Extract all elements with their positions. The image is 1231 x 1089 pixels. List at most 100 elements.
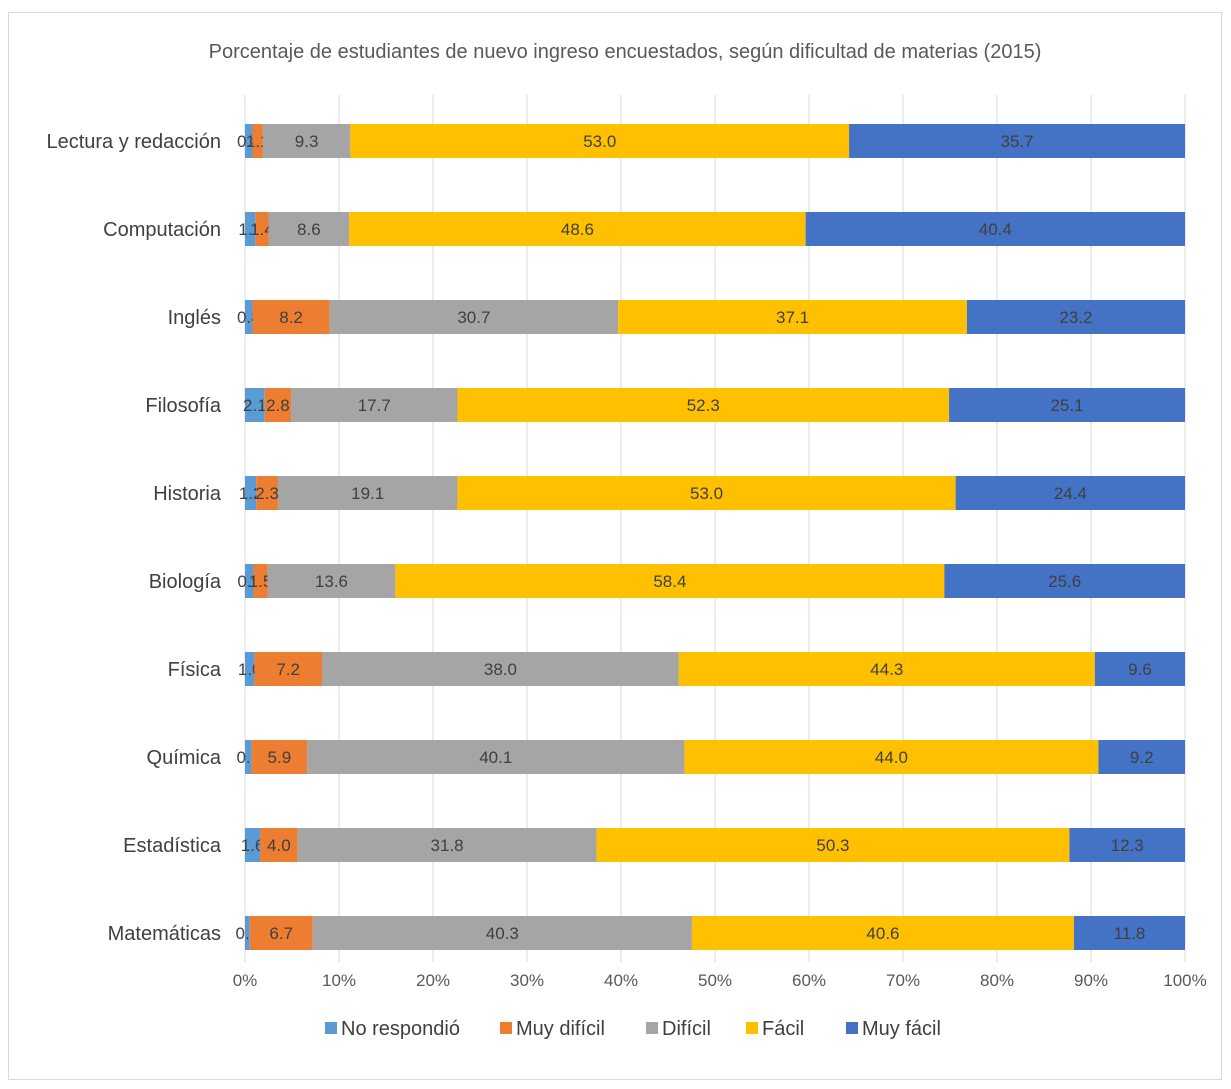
- data-label: 2.8: [266, 396, 290, 415]
- category-label: Computación: [103, 219, 221, 241]
- bar-segment: [350, 124, 850, 158]
- category-label: Inglés: [168, 307, 221, 329]
- bar-segment: [245, 652, 255, 686]
- bar-segments: 0.81.1 9.3 53.0 35.71.11.4 8.6 48.6 40.40.8 8.2…: [236, 124, 1185, 950]
- bar-segment: [805, 212, 1185, 246]
- chart-title: Porcentaje de estudiantes de nuevo ingre…: [209, 41, 1042, 63]
- bar-segment: [245, 124, 253, 158]
- legend-swatch: [500, 1022, 512, 1034]
- bar-segment: [260, 828, 298, 862]
- bar-segment: [249, 916, 313, 950]
- category-labels: Lectura y redacción Computación Inglés Filo…: [46, 131, 221, 945]
- bar-segment: [255, 212, 269, 246]
- bar-segment: [1098, 740, 1185, 774]
- data-label: 40.3: [486, 924, 519, 943]
- data-label: 23.2: [1059, 308, 1092, 327]
- bar-segment: [245, 300, 253, 334]
- bar-segment: [245, 388, 265, 422]
- data-label: 1.5: [249, 572, 273, 591]
- bar-segment: [618, 300, 967, 334]
- category-label: Filosofía: [145, 395, 221, 417]
- bar-segment: [322, 652, 679, 686]
- bar-segment: [395, 564, 945, 598]
- data-label: 2.1: [243, 396, 267, 415]
- data-label: 1.4: [250, 220, 274, 239]
- bar-segment: [678, 652, 1095, 686]
- data-label: 8.6: [297, 220, 321, 239]
- bar-segment: [267, 564, 396, 598]
- bar-segment: [253, 564, 268, 598]
- data-label: 31.8: [431, 836, 464, 855]
- data-label: 1.6: [241, 836, 265, 855]
- legend-swatch: [746, 1022, 758, 1034]
- legend-swatch: [846, 1022, 858, 1034]
- legend-label: Muy difícil: [516, 1018, 605, 1040]
- bar-segment: [457, 388, 950, 422]
- data-label: 8.2: [279, 308, 303, 327]
- bar-segment: [268, 212, 350, 246]
- x-tick-label: 40%: [604, 971, 638, 990]
- data-label: 7.2: [276, 660, 300, 679]
- bar-segment: [297, 828, 597, 862]
- data-label: 5.9: [268, 748, 292, 767]
- bar-segment: [277, 476, 458, 510]
- data-label: 48.6: [561, 220, 594, 239]
- data-label: 50.3: [816, 836, 849, 855]
- bar-segment: [949, 388, 1185, 422]
- data-label: 40.4: [979, 220, 1012, 239]
- bar-segment: [312, 916, 692, 950]
- legend-label: Fácil: [762, 1018, 804, 1040]
- bar-segment: [1094, 652, 1185, 686]
- bar-segment: [245, 476, 257, 510]
- data-label: 13.6: [315, 572, 348, 591]
- data-label: 44.3: [870, 660, 903, 679]
- bar-segment: [307, 740, 685, 774]
- legend-swatch: [646, 1022, 658, 1034]
- x-tick-label: 60%: [792, 971, 826, 990]
- data-label: 53.0: [690, 484, 723, 503]
- bar-segment: [329, 300, 619, 334]
- bar-segment: [944, 564, 1185, 598]
- legend: No respondió Muy difícil Difícil Fácil Muy f…: [325, 1018, 941, 1040]
- data-label: 9.3: [295, 132, 319, 151]
- x-tick-label: 30%: [510, 971, 544, 990]
- x-tick-labels: 0% 10% 20% 30% 40% 50% 60% 70% 80% 90% 100%: [233, 971, 1207, 990]
- x-tick-label: 90%: [1074, 971, 1108, 990]
- bar-segment: [684, 740, 1099, 774]
- legend-label: Muy fácil: [862, 1018, 941, 1040]
- category-label: Lectura y redacción: [46, 131, 221, 153]
- data-label: 35.7: [1000, 132, 1033, 151]
- data-label: 11.8: [1114, 924, 1146, 943]
- x-tick-label: 50%: [698, 971, 732, 990]
- data-label: 9.2: [1130, 748, 1154, 767]
- data-label: 53.0: [583, 132, 616, 151]
- bar-segment: [245, 212, 256, 246]
- legend-label: Difícil: [662, 1018, 711, 1040]
- data-label: 44.0: [875, 748, 908, 767]
- x-tick-label: 10%: [322, 971, 356, 990]
- data-label: 9.6: [1128, 660, 1152, 679]
- data-label: 40.6: [866, 924, 899, 943]
- data-label: 30.7: [457, 308, 490, 327]
- category-label: Química: [147, 747, 222, 769]
- category-label: Matemáticas: [108, 923, 221, 945]
- bar-segment: [264, 388, 292, 422]
- data-label: 25.1: [1050, 396, 1083, 415]
- data-label: 6.7: [269, 924, 293, 943]
- data-label: 52.3: [687, 396, 720, 415]
- x-tick-label: 0%: [233, 971, 258, 990]
- bar-segment: [457, 476, 956, 510]
- data-label: 4.0: [267, 836, 291, 855]
- bar-segment: [966, 300, 1185, 334]
- legend-label: No respondió: [341, 1018, 460, 1040]
- data-label: 24.4: [1054, 484, 1087, 503]
- chart-frame: [8, 12, 1222, 1080]
- x-tick-label: 70%: [886, 971, 920, 990]
- legend-swatch: [325, 1022, 337, 1034]
- bar-segment: [245, 828, 261, 862]
- data-label: 12.3: [1111, 836, 1144, 855]
- bar-segment: [245, 740, 252, 774]
- bar-segment: [596, 828, 1070, 862]
- bar-segment: [291, 388, 458, 422]
